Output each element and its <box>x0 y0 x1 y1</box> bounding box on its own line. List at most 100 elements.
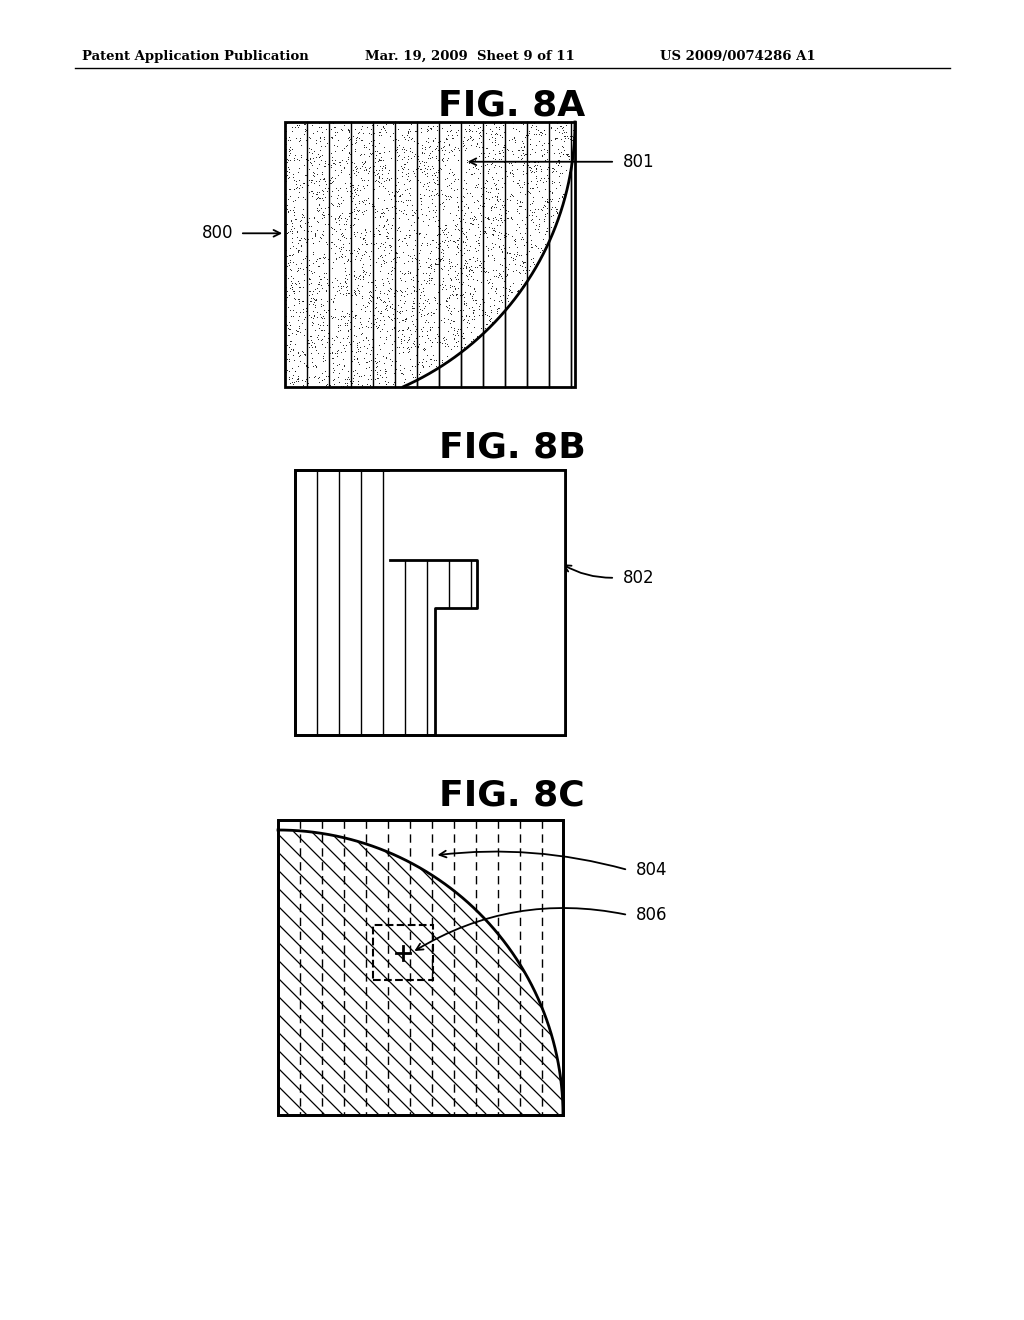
Point <box>459 252 475 273</box>
Point <box>392 186 409 207</box>
Point <box>395 158 412 180</box>
Point <box>373 302 389 323</box>
Point <box>281 350 297 371</box>
Point <box>285 199 301 220</box>
Point <box>409 296 425 317</box>
Point <box>334 140 350 161</box>
Point <box>341 305 357 326</box>
Point <box>384 182 400 203</box>
Point <box>306 333 323 354</box>
Point <box>453 161 469 182</box>
Point <box>408 315 424 337</box>
Point <box>485 197 502 218</box>
Point <box>505 144 521 165</box>
Point <box>446 327 463 348</box>
Point <box>321 157 337 178</box>
Point <box>286 282 302 304</box>
Point <box>318 314 335 335</box>
Point <box>536 240 552 261</box>
Point <box>371 334 387 355</box>
Point <box>477 321 494 342</box>
Point <box>514 177 530 198</box>
Point <box>373 124 389 145</box>
Point <box>417 152 433 173</box>
Point <box>387 244 403 265</box>
Point <box>440 135 457 156</box>
Point <box>528 157 545 178</box>
Point <box>346 178 362 199</box>
Point <box>287 145 303 166</box>
Point <box>526 199 543 220</box>
Point <box>367 136 383 157</box>
Point <box>510 216 526 238</box>
Point <box>323 185 339 206</box>
Point <box>436 333 453 354</box>
Point <box>339 368 355 389</box>
Point <box>531 181 548 202</box>
Point <box>287 209 303 230</box>
Point <box>356 364 373 385</box>
Point <box>278 133 294 154</box>
Point <box>314 220 331 242</box>
Point <box>394 323 411 345</box>
Point <box>530 238 547 259</box>
Point <box>378 374 394 395</box>
Point <box>504 160 520 181</box>
Point <box>473 317 489 338</box>
Point <box>513 269 529 290</box>
Point <box>532 124 549 145</box>
Point <box>360 293 377 314</box>
Point <box>387 205 403 226</box>
Point <box>279 314 295 335</box>
Point <box>468 209 484 230</box>
Point <box>511 120 527 141</box>
Point <box>524 191 541 213</box>
Point <box>497 246 513 267</box>
Point <box>537 195 553 216</box>
Point <box>286 197 302 218</box>
Point <box>326 360 342 381</box>
Point <box>439 309 456 330</box>
Point <box>487 277 504 298</box>
Point <box>464 308 480 329</box>
Point <box>541 143 557 164</box>
Point <box>329 354 345 375</box>
Point <box>470 168 486 189</box>
Point <box>428 355 444 376</box>
Point <box>465 261 481 282</box>
Point <box>503 207 519 228</box>
Point <box>362 350 379 371</box>
Point <box>444 284 461 305</box>
Point <box>462 125 478 147</box>
Point <box>443 124 460 145</box>
Point <box>442 177 459 198</box>
Point <box>459 239 475 260</box>
Point <box>332 205 348 226</box>
Point <box>300 207 316 228</box>
Point <box>279 149 295 170</box>
Point <box>446 162 463 183</box>
Point <box>532 158 549 180</box>
Point <box>480 272 497 293</box>
Point <box>494 194 510 215</box>
Point <box>483 275 500 296</box>
Point <box>477 173 494 194</box>
Point <box>461 312 477 333</box>
Point <box>368 232 384 253</box>
Point <box>469 248 485 269</box>
Point <box>281 325 297 346</box>
Point <box>522 230 539 251</box>
Point <box>377 236 393 257</box>
Point <box>512 190 528 211</box>
Point <box>391 280 408 301</box>
Point <box>401 119 418 140</box>
Point <box>301 281 317 302</box>
Point <box>449 335 465 356</box>
Point <box>298 119 314 140</box>
Point <box>497 273 513 294</box>
Point <box>278 170 294 191</box>
Point <box>346 248 362 269</box>
Point <box>327 298 343 319</box>
Point <box>337 341 353 362</box>
Point <box>547 172 563 193</box>
